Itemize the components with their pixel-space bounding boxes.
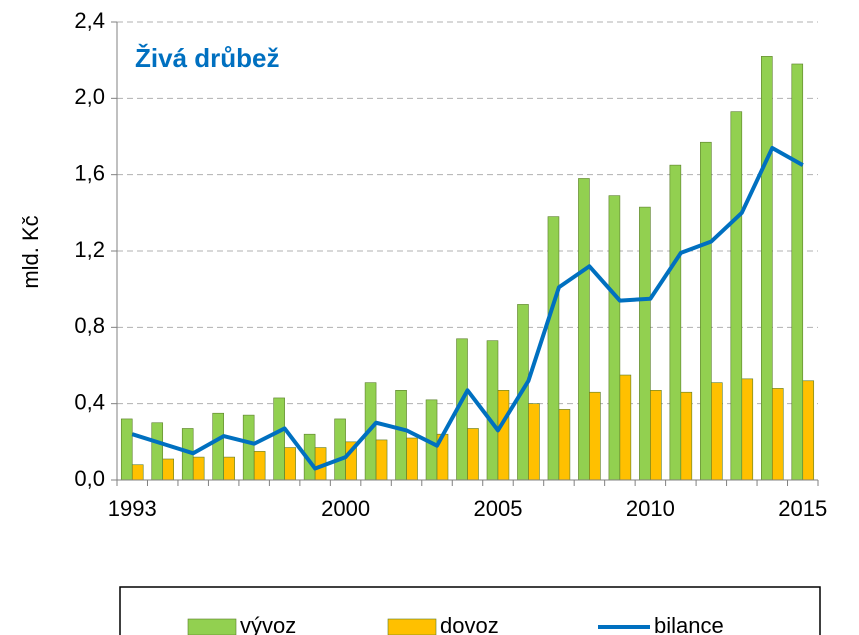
legend-label: vývoz (240, 613, 296, 635)
y-tick-label: 0,8 (74, 313, 105, 338)
bar (273, 397, 285, 481)
bar (639, 206, 651, 481)
bar (284, 447, 296, 481)
bar (223, 456, 235, 481)
y-axis-label: mld. Kč (18, 215, 43, 288)
x-tick-label: 2000 (321, 496, 370, 521)
bar (334, 418, 346, 481)
bar (547, 216, 560, 481)
bar (212, 412, 224, 481)
chart-title: Živá drůbež (135, 43, 279, 73)
bar (395, 390, 407, 481)
bar (131, 464, 144, 481)
y-tick-label: 0,4 (74, 389, 105, 414)
y-tick-label: 1,2 (74, 237, 105, 262)
bar (406, 437, 418, 481)
y-tick-label: 2,0 (74, 84, 105, 109)
bar (700, 141, 712, 481)
bar (771, 388, 784, 481)
bar (741, 378, 754, 481)
x-tick-label: 1993 (108, 496, 157, 521)
bar (558, 409, 571, 481)
bar (528, 403, 540, 481)
bar (711, 382, 723, 481)
bar (151, 422, 164, 481)
y-tick-label: 0,0 (74, 466, 105, 491)
bar (578, 178, 590, 481)
bar (497, 390, 510, 481)
x-tick-label: 2005 (474, 496, 523, 521)
bar (730, 111, 743, 481)
bar (791, 63, 804, 481)
line (131, 145, 804, 471)
bar (802, 380, 815, 481)
bar (680, 391, 693, 481)
bar (619, 374, 632, 481)
bar (761, 56, 773, 481)
bar (162, 458, 174, 481)
legend-swatch (387, 618, 437, 635)
bar (253, 451, 266, 481)
bar (467, 428, 479, 481)
legend-swatch (187, 618, 237, 635)
bar (120, 418, 133, 481)
bar (650, 390, 662, 481)
bar (375, 439, 388, 481)
legend-label: dovoz (440, 613, 499, 635)
bar (608, 195, 621, 481)
bar (192, 456, 205, 481)
legend-label: bilance (654, 613, 724, 635)
bar (486, 340, 499, 481)
bar (589, 391, 601, 481)
legend-box (119, 586, 821, 635)
bar (242, 414, 255, 481)
y-tick-label: 1,6 (74, 160, 105, 185)
bar (669, 164, 682, 481)
y-tick-label: 2,4 (74, 8, 105, 33)
x-tick-label: 2010 (626, 496, 675, 521)
x-tick-label: 2015 (778, 496, 827, 521)
